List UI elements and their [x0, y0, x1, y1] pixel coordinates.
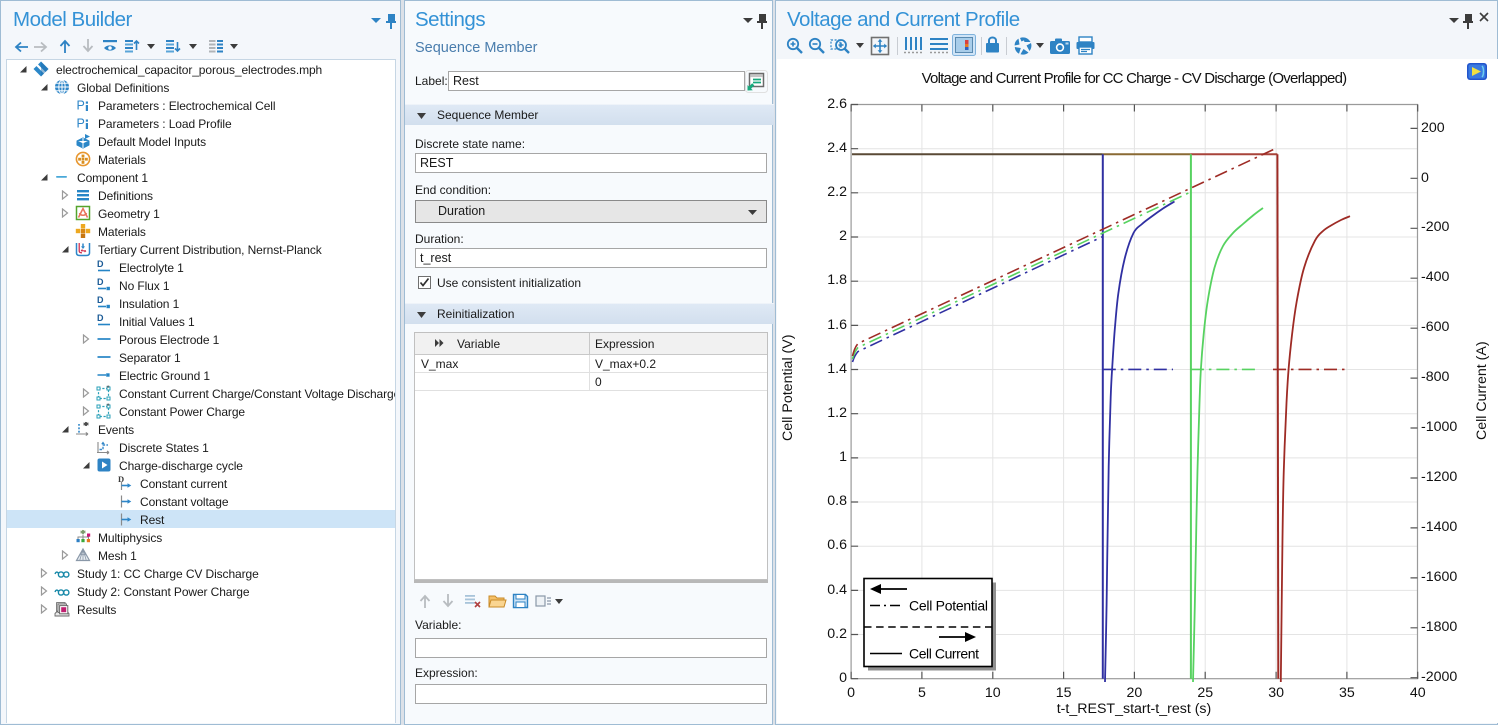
svg-text:D: D — [118, 475, 124, 484]
svg-text:P: P — [77, 99, 85, 113]
svg-text:Cell Current: Cell Current — [909, 646, 979, 662]
svg-text:Cell Potential: Cell Potential — [909, 598, 988, 614]
svg-text:*: * — [107, 403, 110, 411]
svg-text:D: D — [97, 259, 104, 269]
svg-text:D: D — [97, 295, 104, 305]
svg-text:*: * — [107, 385, 110, 393]
svg-text:D: D — [97, 313, 104, 323]
svg-text:D: D — [97, 277, 104, 287]
svg-text:P: P — [77, 117, 85, 131]
